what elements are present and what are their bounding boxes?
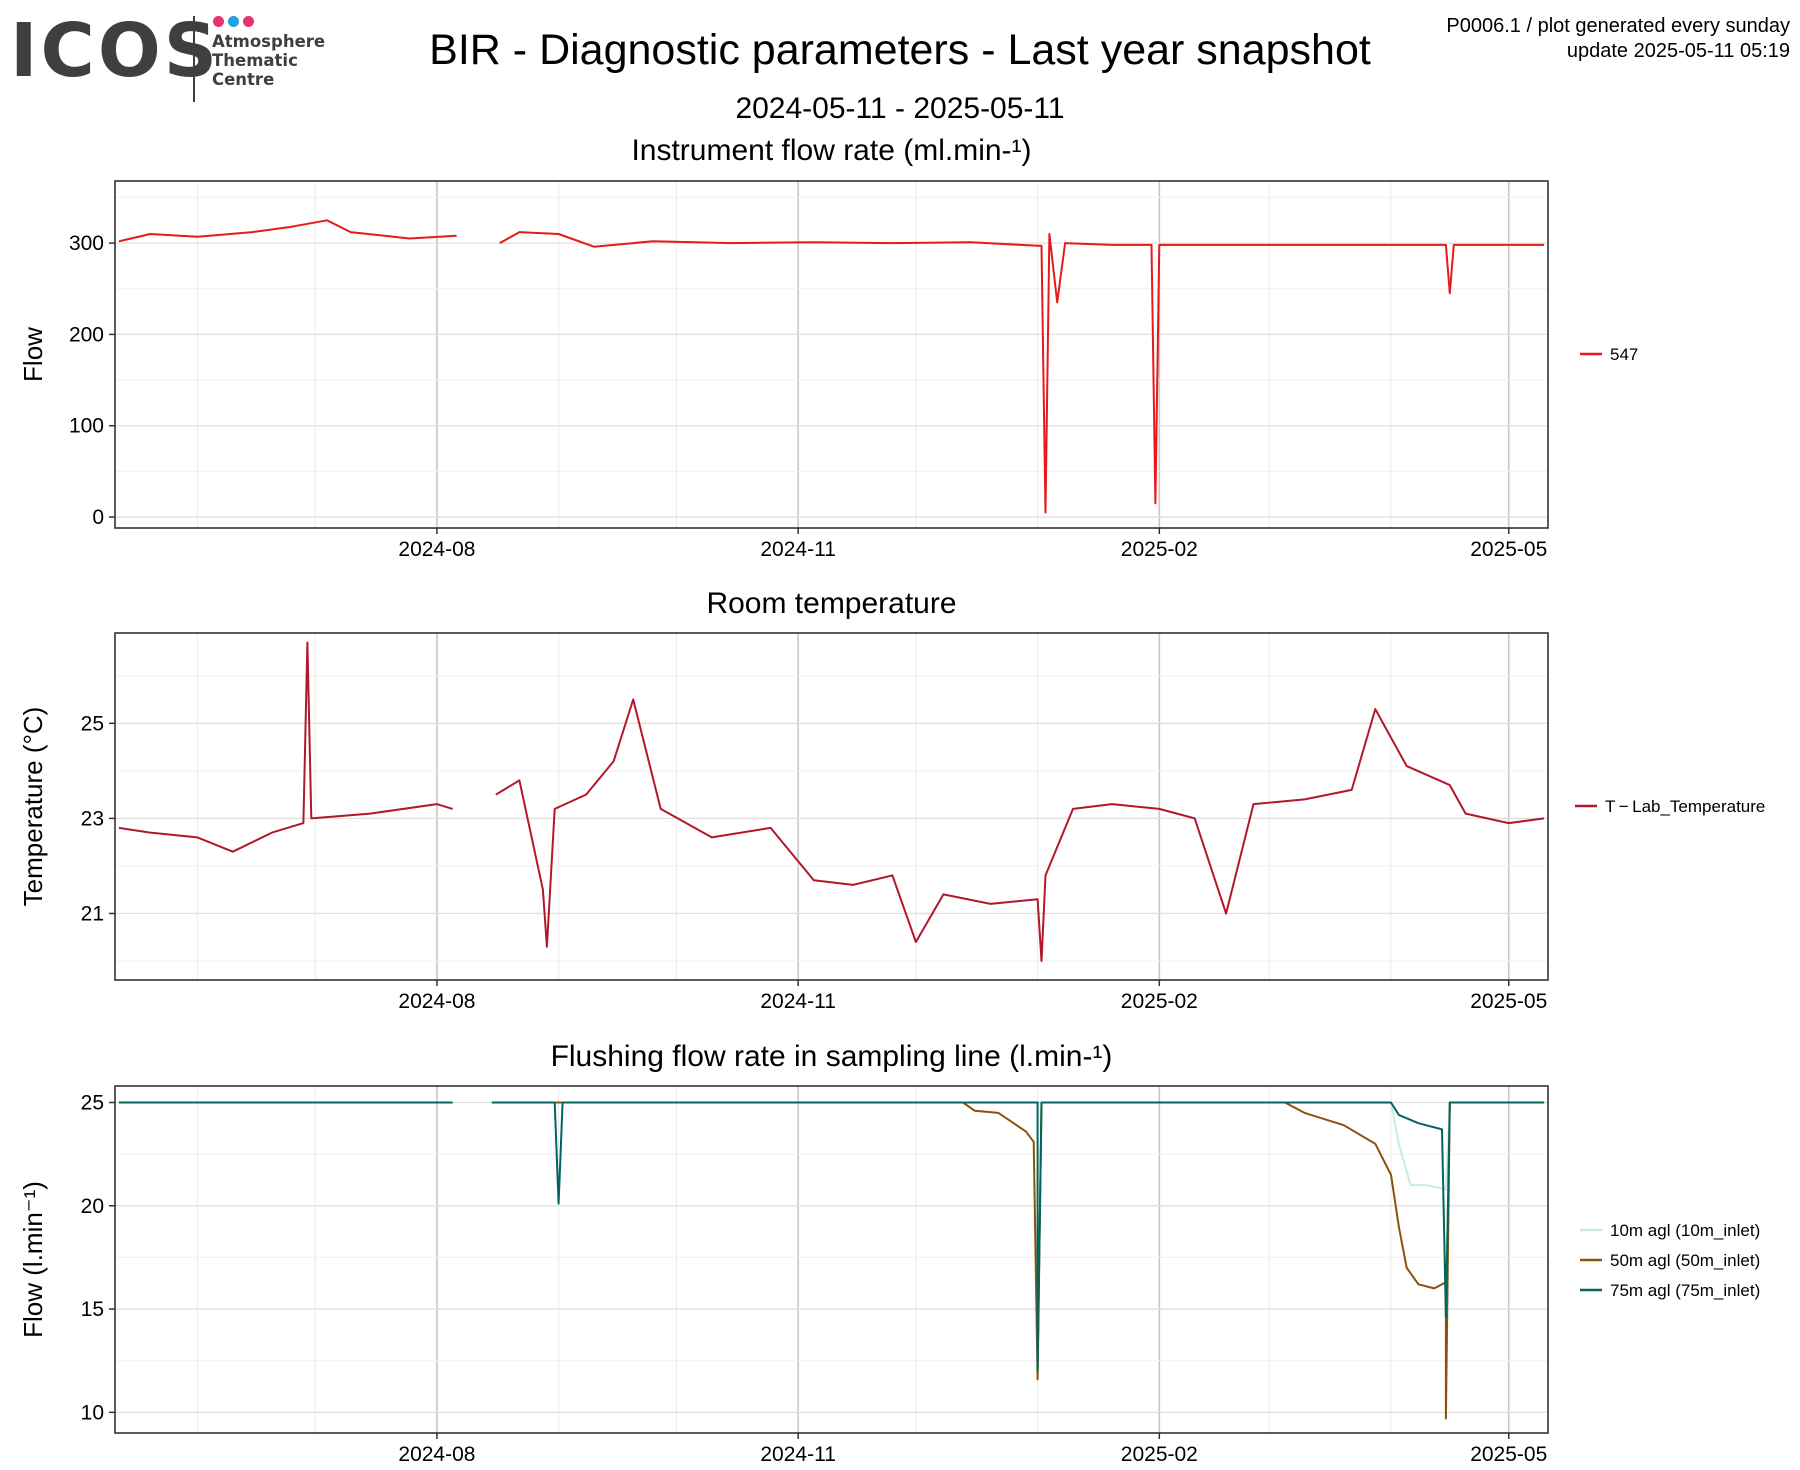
series-line-1 bbox=[118, 219, 457, 243]
y-tick-label: 100 bbox=[69, 415, 104, 438]
y-tick-label: 10 bbox=[81, 1401, 104, 1424]
grid bbox=[115, 1086, 1548, 1433]
y-tick-label: 15 bbox=[81, 1298, 104, 1321]
legend-label: 75m agl (75m_inlet) bbox=[1610, 1281, 1760, 1300]
x-tick-label: 2025-02 bbox=[1121, 1443, 1198, 1466]
plot-border bbox=[114, 632, 1549, 981]
y-axis-label: Temperature (°C) bbox=[18, 707, 48, 907]
plot-meta: P0006.1 / plot generated every sunday up… bbox=[1446, 14, 1790, 64]
y-tick-label: 200 bbox=[69, 323, 104, 346]
legend: T − Lab_Temperature bbox=[1575, 797, 1765, 816]
y-tick-label: 21 bbox=[81, 902, 104, 925]
chart-title: Room temperature bbox=[706, 587, 956, 620]
series-line-1 bbox=[495, 698, 1545, 962]
chart-panel-3: Flushing flow rate in sampling line (l.m… bbox=[18, 1040, 1760, 1466]
plot-meta-line-1: P0006.1 / plot generated every sunday bbox=[1446, 15, 1790, 37]
x-tick-label: 2025-05 bbox=[1470, 538, 1547, 561]
logo-dot-icon bbox=[243, 16, 254, 27]
y-tick-label: 0 bbox=[92, 506, 104, 529]
logo-line-1: Atmosphere bbox=[212, 32, 326, 51]
icos-logo-wordmark: ICOS bbox=[10, 8, 221, 94]
x-tick-label: 2025-02 bbox=[1121, 990, 1198, 1013]
page-title: BIR - Diagnostic parameters - Last year … bbox=[429, 26, 1371, 74]
x-tick-label: 2025-05 bbox=[1470, 990, 1547, 1013]
y-tick-label: 23 bbox=[81, 807, 104, 830]
x-tick-label: 2024-11 bbox=[760, 538, 836, 561]
x-tick-label: 2024-08 bbox=[398, 990, 475, 1013]
y-axis-label: Flow bbox=[18, 327, 48, 382]
series-line-2 bbox=[491, 1101, 1545, 1420]
logo-dot-icon bbox=[213, 16, 224, 27]
legend-label: 547 bbox=[1610, 345, 1638, 364]
series-line-1 bbox=[491, 1101, 1545, 1191]
chart-title: Instrument flow rate (ml.min-¹) bbox=[631, 134, 1031, 167]
logo-divider bbox=[193, 16, 195, 102]
x-tick-label: 2024-11 bbox=[760, 990, 836, 1013]
chart-title: Flushing flow rate in sampling line (l.m… bbox=[551, 1040, 1113, 1073]
logo-line-2: Thematic bbox=[212, 51, 298, 70]
x-tick-label: 2025-02 bbox=[1121, 538, 1198, 561]
legend: 10m agl (10m_inlet) 50m agl (50m_inlet) 75… bbox=[1580, 1221, 1760, 1300]
chart-panel-2: Room temperature T − Lab_Temperature 2024-… bbox=[18, 587, 1765, 1013]
series-line-1 bbox=[118, 641, 453, 853]
plot-meta-line-2: update 2025-05-11 05:19 bbox=[1566, 40, 1790, 62]
logo-line-3: Centre bbox=[212, 70, 275, 89]
chart-panel-1: Instrument flow rate (ml.min-¹) 547 2024-0… bbox=[18, 134, 1638, 561]
y-tick-label: 300 bbox=[69, 232, 104, 255]
legend-label: 10m agl (10m_inlet) bbox=[1610, 1221, 1760, 1240]
grid bbox=[115, 633, 1548, 980]
x-tick-label: 2025-05 bbox=[1470, 1443, 1547, 1466]
x-tick-label: 2024-11 bbox=[760, 1443, 836, 1466]
series-line-1 bbox=[499, 231, 1545, 514]
y-tick-label: 25 bbox=[81, 1092, 104, 1115]
legend-label: 50m agl (50m_inlet) bbox=[1610, 1251, 1760, 1270]
series-line-3 bbox=[491, 1101, 1545, 1372]
plot-border bbox=[114, 1085, 1549, 1434]
legend: 547 bbox=[1580, 345, 1638, 364]
logo-subtitle: Atmosphere Thematic Centre bbox=[212, 32, 325, 89]
legend-label: T − Lab_Temperature bbox=[1605, 797, 1765, 816]
y-tick-label: 25 bbox=[81, 712, 104, 735]
logo-dot-icon bbox=[228, 16, 239, 27]
date-range: 2024-05-11 - 2025-05-11 bbox=[735, 92, 1065, 125]
x-tick-label: 2024-08 bbox=[398, 538, 475, 561]
x-tick-label: 2024-08 bbox=[398, 1443, 475, 1466]
y-axis-label: Flow (l.min⁻¹) bbox=[18, 1181, 48, 1338]
y-tick-label: 20 bbox=[81, 1195, 104, 1218]
grid bbox=[115, 181, 1548, 528]
plot-border bbox=[114, 180, 1549, 529]
